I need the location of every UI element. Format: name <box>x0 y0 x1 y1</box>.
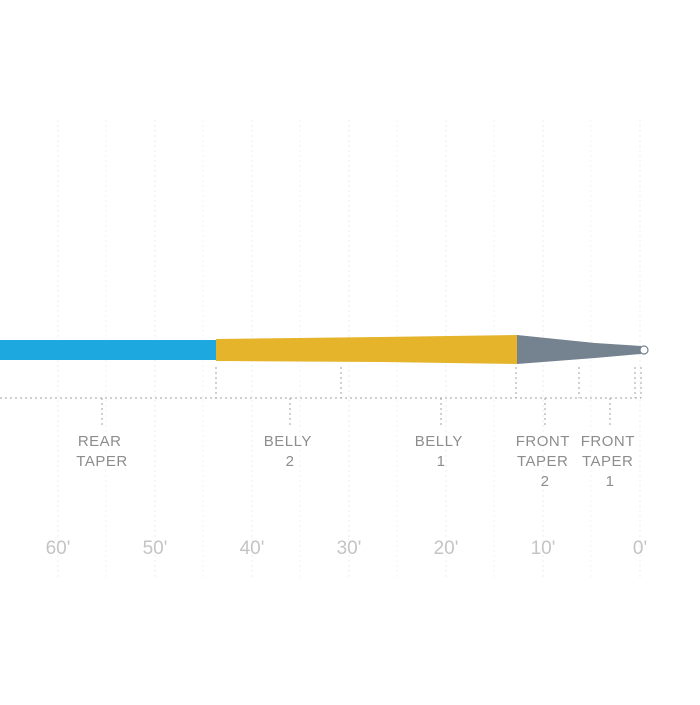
segment-label-front-taper-1: FRONT TAPER 1 <box>581 433 640 490</box>
segment-label-front-taper-2: FRONT TAPER 2 <box>516 433 575 490</box>
scale-tick-0: 0' <box>633 538 647 559</box>
scale-tick-40: 40' <box>240 538 265 559</box>
scale-tick-50: 50' <box>143 538 168 559</box>
scale-tick-60: 60' <box>46 538 71 559</box>
running-line-section <box>0 340 220 360</box>
line-tip <box>639 345 649 355</box>
segment-label-belly-2: BELLY 2 <box>264 433 317 470</box>
distance-scale: 60' 50' 40' 30' 20' 10' 0' <box>46 538 647 559</box>
segment-label-rear-taper: REAR TAPER <box>76 433 127 470</box>
front-taper-section <box>517 335 641 364</box>
segment-markers <box>0 367 642 426</box>
scale-tick-30: 30' <box>337 538 362 559</box>
fly-line <box>0 335 649 364</box>
scale-tick-20: 20' <box>434 538 459 559</box>
scale-tick-10: 10' <box>531 538 556 559</box>
segment-label-belly-1: BELLY 1 <box>415 433 468 470</box>
segment-labels: REAR TAPER BELLY 2 BELLY 1 FRONT TAPER 2… <box>76 433 640 490</box>
belly-section <box>216 335 518 364</box>
